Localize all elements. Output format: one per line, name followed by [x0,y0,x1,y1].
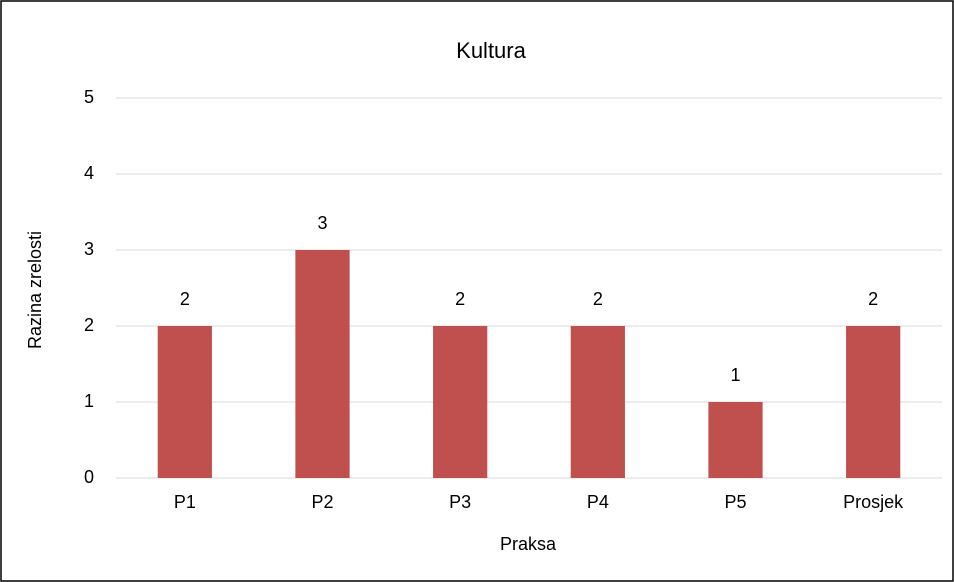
bar [433,326,488,478]
data-label: 2 [455,289,465,309]
y-tick-label: 4 [84,163,94,183]
y-tick-label: 0 [84,467,94,487]
y-tick-label: 3 [84,239,94,259]
data-label: 2 [593,289,603,309]
data-label: 2 [180,289,190,309]
x-axis-label: Praksa [500,534,557,554]
x-tick-label: P5 [724,492,746,512]
chart-title: Kultura [456,38,526,63]
bar [295,250,350,478]
y-tick-label: 5 [84,87,94,107]
x-tick-label: P1 [174,492,196,512]
x-tick-label: P2 [311,492,333,512]
data-label: 1 [730,365,740,385]
data-label: 3 [317,213,327,233]
y-tick-label: 1 [84,391,94,411]
bar [157,326,212,478]
x-tick-label: P4 [587,492,609,512]
x-tick-label: P3 [449,492,471,512]
y-tick-label: 2 [84,315,94,335]
y-axis-label: Razina zrelosti [25,231,45,349]
data-label: 2 [868,289,878,309]
bar [846,326,901,478]
bar [570,326,625,478]
bar [708,402,763,478]
x-tick-label: Prosjek [843,492,904,512]
